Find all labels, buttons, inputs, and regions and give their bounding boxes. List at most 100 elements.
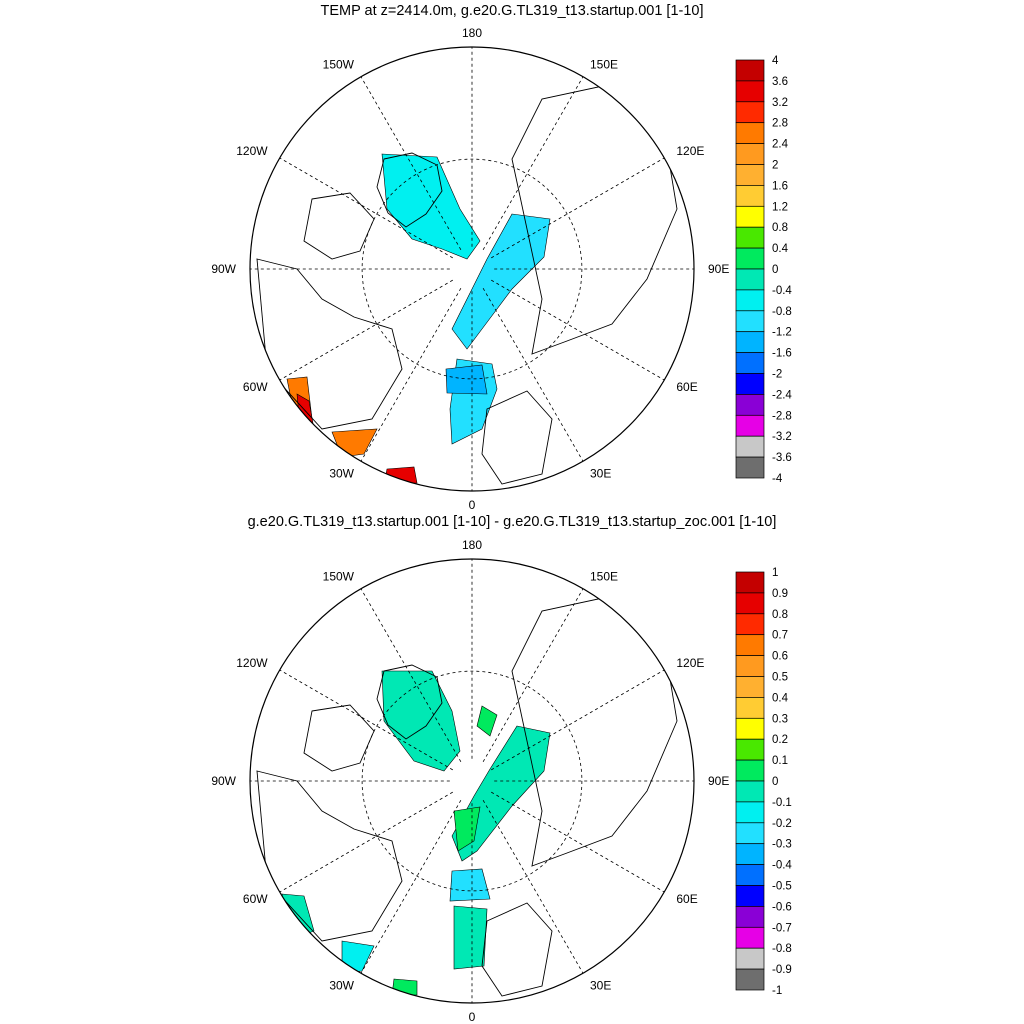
longitude-label: 90W bbox=[211, 262, 236, 276]
coastline bbox=[303, 704, 375, 772]
colorbar-tick-label: 0.3 bbox=[772, 713, 788, 725]
colorbar-0: 4 3.6 3.2 2.8 2.4 2 1.6 1.2 0.8 0.4 0 -0.4 -0.8 -1.2 -… bbox=[735, 55, 792, 485]
map-content bbox=[256, 83, 678, 486]
colorbar-box bbox=[735, 926, 765, 949]
colorbar-box bbox=[735, 268, 765, 291]
colorbar-tick-label: 0.5 bbox=[772, 672, 788, 684]
data-region bbox=[453, 905, 488, 970]
colorbar-box bbox=[735, 822, 765, 845]
data-region bbox=[449, 868, 491, 902]
colorbar-box bbox=[735, 801, 765, 824]
longitude-label: 150E bbox=[590, 570, 618, 584]
colorbar-tick-label: -2 bbox=[772, 369, 782, 381]
longitude-label: 180 bbox=[462, 26, 482, 40]
colorbar-box bbox=[735, 571, 765, 594]
colorbar-box bbox=[735, 226, 765, 249]
data-region bbox=[476, 705, 498, 737]
longitude-label: 180 bbox=[462, 538, 482, 552]
colorbar-box bbox=[735, 717, 765, 740]
colorbar-box bbox=[735, 331, 765, 353]
colorbar-box bbox=[735, 59, 765, 82]
colorbar-tick-label: -0.5 bbox=[772, 881, 792, 893]
colorbar-box bbox=[735, 394, 765, 416]
coastline bbox=[256, 258, 403, 430]
longitude-label: 120W bbox=[236, 656, 268, 670]
bottom-panel-title: g.e20.G.TL319_t13.startup.001 [1-10] - g… bbox=[247, 514, 777, 530]
longitude-label: 120E bbox=[676, 656, 704, 670]
colorbar-tick-label: 0 bbox=[772, 776, 778, 788]
latitude-circle bbox=[361, 670, 583, 892]
colorbar-tick-label: -0.9 bbox=[772, 964, 792, 976]
colorbar-tick-label: -0.3 bbox=[772, 839, 792, 851]
colorbar-tick-label: -0.6 bbox=[772, 901, 792, 913]
colorbar-tick-label: 0.8 bbox=[772, 609, 788, 621]
latitude-circle bbox=[361, 158, 583, 380]
longitude-label: 90E bbox=[708, 262, 729, 276]
colorbar-tick-label: -0.4 bbox=[772, 285, 792, 297]
coastline bbox=[303, 192, 375, 260]
meridian-line bbox=[491, 279, 665, 381]
colorbar-tick-label: 3.2 bbox=[772, 97, 788, 109]
colorbar-box bbox=[735, 185, 765, 207]
colorbar-tick-label: 0.8 bbox=[772, 222, 788, 234]
colorbar-tick-label: -2.4 bbox=[772, 389, 792, 401]
polar-map-0: 180 150E 120E 90E 60E 30E 0 30W 60W 90W 120W 150W bbox=[211, 26, 729, 512]
longitude-label: 120W bbox=[236, 144, 268, 158]
longitude-label: 0 bbox=[469, 1010, 476, 1024]
colorbar-box bbox=[735, 247, 765, 270]
colorbar-box bbox=[735, 592, 765, 615]
colorbar-tick-label: 0 bbox=[772, 264, 778, 276]
colorbar-tick-label: 0.9 bbox=[772, 588, 788, 600]
longitude-label: 60W bbox=[243, 380, 268, 394]
colorbar-box bbox=[735, 456, 765, 479]
colorbar-tick-label: -3.2 bbox=[772, 431, 792, 443]
colorbar-tick-label: 3.6 bbox=[772, 76, 788, 88]
polar-map-1: 180 150E 120E 90E 60E 30E 0 30W 60W 90W 120W 150W bbox=[211, 538, 729, 1024]
colorbar-box bbox=[735, 205, 765, 228]
colorbar-tick-label: 0.1 bbox=[772, 755, 788, 767]
colorbar-box bbox=[735, 373, 765, 395]
longitude-label: 0 bbox=[469, 498, 476, 512]
data-region bbox=[331, 428, 378, 458]
data-region bbox=[453, 806, 481, 852]
colorbar-box bbox=[735, 164, 765, 186]
colorbar-box bbox=[735, 634, 765, 656]
colorbar-tick-label: -1 bbox=[772, 985, 782, 997]
colorbar-tick-label: 1 bbox=[772, 567, 778, 579]
colorbar-tick-label: 4 bbox=[772, 55, 779, 67]
map-boundary bbox=[249, 558, 695, 1004]
colorbar-tick-label: -0.2 bbox=[772, 818, 792, 830]
colorbar-tick-label: 2.8 bbox=[772, 118, 788, 130]
colorbar-tick-label: 0.7 bbox=[772, 630, 788, 642]
data-region bbox=[451, 213, 551, 350]
colorbar-tick-label: 0.6 bbox=[772, 651, 788, 663]
colorbar-box bbox=[735, 310, 765, 333]
colorbar-box bbox=[735, 843, 765, 865]
top-panel-title: TEMP at z=2414.0m, g.e20.G.TL319_t13.sta… bbox=[320, 3, 704, 19]
colorbar-tick-label: 2.4 bbox=[772, 139, 789, 151]
meridian-line bbox=[279, 279, 453, 381]
longitude-label: 30W bbox=[329, 978, 354, 992]
colorbar-tick-label: -4 bbox=[772, 473, 783, 485]
colorbar-box bbox=[735, 414, 765, 437]
longitude-label: 150W bbox=[323, 570, 355, 584]
colorbar-box bbox=[735, 613, 765, 636]
colorbar-tick-label: -0.4 bbox=[772, 860, 792, 872]
longitude-label: 150W bbox=[323, 58, 355, 72]
longitude-label: 60W bbox=[243, 892, 268, 906]
colorbar-box bbox=[735, 80, 765, 103]
longitude-label: 60E bbox=[676, 380, 697, 394]
colorbar-box bbox=[735, 968, 765, 991]
longitude-label: 120E bbox=[676, 144, 704, 158]
colorbar-box bbox=[735, 676, 765, 698]
colorbar-box bbox=[735, 655, 765, 677]
meridian-line bbox=[482, 800, 584, 974]
colorbar-tick-label: 1.2 bbox=[772, 201, 788, 213]
colorbar-tick-label: -1.2 bbox=[772, 327, 792, 339]
coastline bbox=[481, 902, 553, 997]
longitude-label: 30E bbox=[590, 978, 611, 992]
longitude-label: 60E bbox=[676, 892, 697, 906]
meridian-line bbox=[360, 800, 462, 974]
colorbar-tick-label: -0.7 bbox=[772, 922, 792, 934]
colorbar-tick-label: 0.2 bbox=[772, 734, 788, 746]
